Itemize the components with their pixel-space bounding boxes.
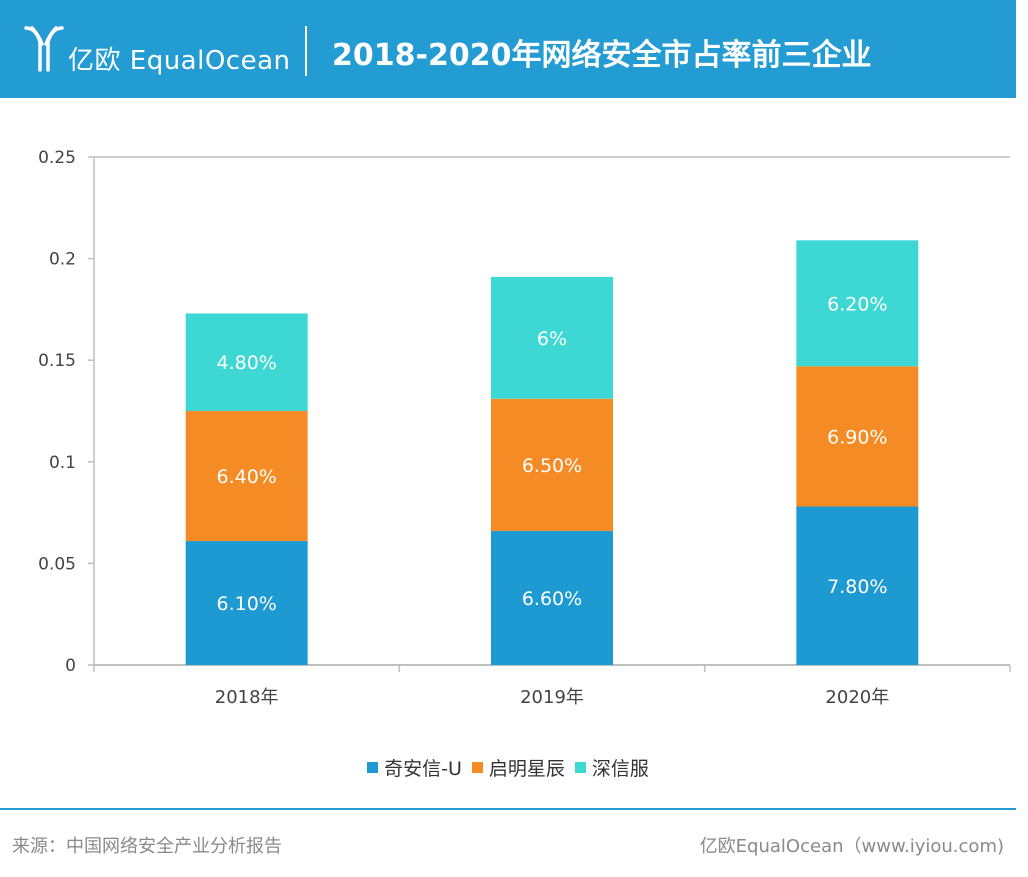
bar-segment [491,530,613,665]
x-category-label: 2020年 [825,687,889,708]
legend-label: 启明星辰 [488,758,565,780]
header-divider [305,26,307,76]
legend-label: 深信服 [591,758,649,780]
bar-segment [185,541,308,665]
y-tick-label: 0.2 [49,250,76,270]
bar-segment [491,398,613,531]
bar-data-label: 6.60% [522,588,582,610]
stacked-bar-chart: 0 0.05 0.1 0.15 0.2 0.25 2018年 2019年 2020年 6.10… [38,148,1011,708]
legend: 奇安信-U 启明星辰 深信服 [0,754,1016,781]
legend-swatch [471,762,483,773]
bar-data-label: 6.10% [216,593,276,615]
bar-data-label: 7.80% [827,576,887,598]
y-tick-label: 0.05 [38,554,76,574]
footer-divider [0,808,1016,810]
bar-data-label: 4.80% [216,352,276,374]
bar-data-label: 6.20% [827,293,887,315]
equalocean-logo-icon [24,26,64,72]
bar-data-label: 6.40% [216,466,276,488]
bar-segment [185,411,308,542]
bar-segment [796,506,919,665]
bar-segment [185,313,308,411]
y-tick-label: 0.1 [49,453,76,473]
x-category-label: 2018年 [215,687,279,708]
x-category-label: 2019年 [520,687,584,708]
legend-item: 启明星辰 [471,754,565,781]
chart-title: 2018-2020年网络安全市占率前三企业 [332,38,872,73]
bar-segment [796,240,919,367]
legend-swatch [367,762,379,773]
source-note: 来源：中国网络安全产业分析报告 [12,836,282,857]
bar-data-label: 6% [537,328,567,350]
legend-swatch [574,762,586,773]
header-banner: 亿欧 EqualOcean 2018-2020年网络安全市占率前三企业 [0,0,1016,98]
legend-label: 奇安信-U [384,758,462,780]
y-tick-label: 0.15 [38,351,76,371]
bar-data-label: 6.90% [827,426,887,448]
brand-logo-text: 亿欧 EqualOcean [68,46,291,76]
legend-item: 奇安信-U [367,754,462,781]
y-tick-label: 0 [65,656,76,676]
brand-footer: 亿欧EqualOcean（www.iyiou.com) [699,836,1004,857]
y-axis: 0 0.05 0.1 0.15 0.2 0.25 [38,148,1010,676]
x-axis: 2018年 2019年 2020年 [93,664,1011,708]
bar-data-label: 6.50% [522,455,582,477]
bars-group: 6.10% 6.40% 4.80% 6.60% 6.50% 6% 7.80% 6.90% 6.2… [185,240,919,665]
bar-segment [491,276,613,399]
legend-item: 深信服 [574,754,649,781]
bar-segment [796,366,919,507]
y-tick-label: 0.25 [38,148,76,168]
